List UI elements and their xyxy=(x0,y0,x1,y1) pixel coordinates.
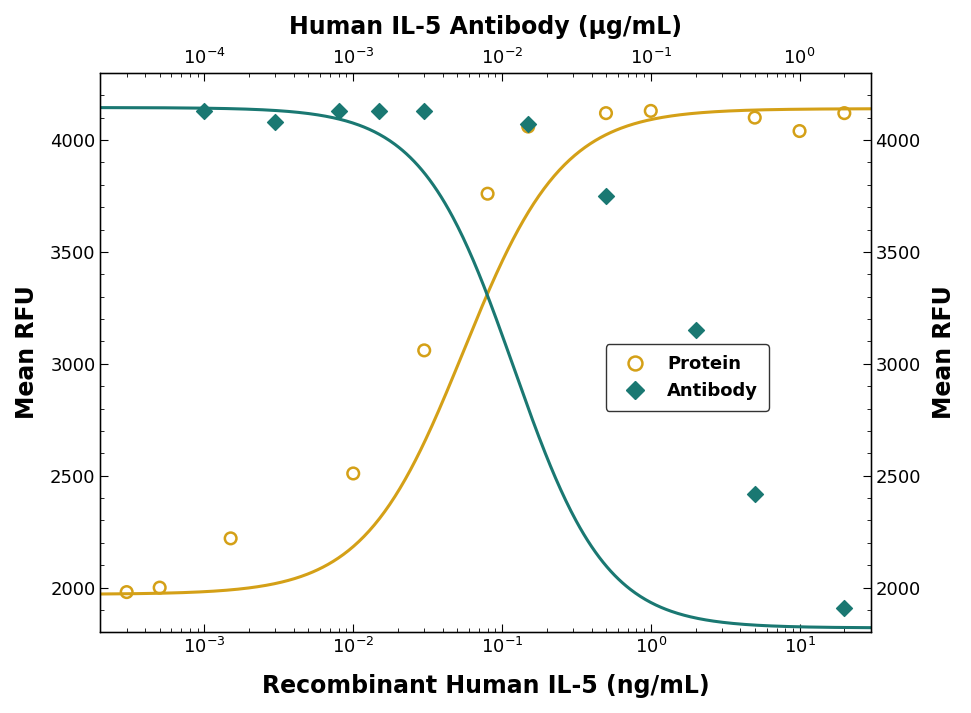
Point xyxy=(687,324,703,336)
Point xyxy=(118,586,134,597)
Point xyxy=(417,344,432,356)
Point xyxy=(197,106,213,117)
Point xyxy=(520,121,536,133)
Point xyxy=(223,533,239,544)
Point xyxy=(747,488,762,499)
X-axis label: Human IL-5 Antibody (μg/mL): Human IL-5 Antibody (μg/mL) xyxy=(289,15,682,39)
Y-axis label: Mean RFU: Mean RFU xyxy=(15,286,39,419)
Point xyxy=(346,468,361,479)
Point xyxy=(837,602,853,613)
Point xyxy=(480,188,495,200)
Point xyxy=(791,125,807,137)
Point xyxy=(747,112,762,123)
X-axis label: Recombinant Human IL-5 (ng/mL): Recombinant Human IL-5 (ng/mL) xyxy=(262,674,709,698)
Point xyxy=(643,106,658,117)
Point xyxy=(331,106,347,117)
Point xyxy=(372,106,387,117)
Y-axis label: Mean RFU: Mean RFU xyxy=(932,286,956,419)
Point xyxy=(598,190,614,202)
Legend: Protein, Antibody: Protein, Antibody xyxy=(606,344,769,411)
Point xyxy=(837,108,853,119)
Point xyxy=(268,116,284,128)
Point xyxy=(520,118,536,130)
Point xyxy=(896,617,912,629)
Point xyxy=(417,106,432,117)
Point xyxy=(151,582,167,593)
Point xyxy=(941,622,956,634)
Point xyxy=(598,108,614,119)
